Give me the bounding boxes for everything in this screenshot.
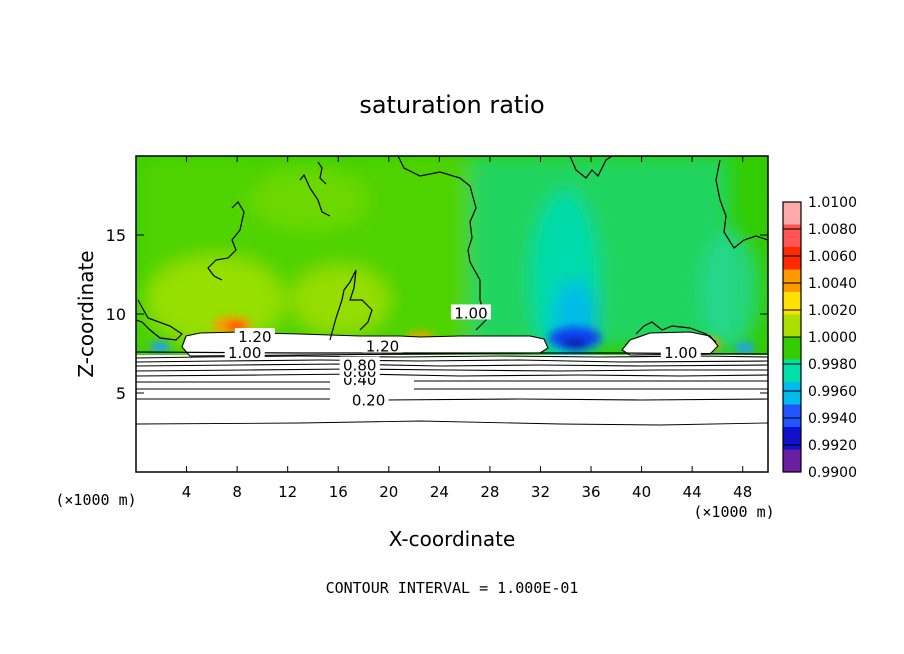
contour-label-bg-8 bbox=[362, 337, 403, 353]
cold-spot-35km-core bbox=[561, 339, 589, 349]
colorbar-label-9: 0.9920 bbox=[808, 438, 857, 454]
contour-label-bg-4 bbox=[224, 343, 265, 359]
y-axis-ticks: 5 10 15 bbox=[106, 226, 768, 403]
x-unit-left: (×1000 m) bbox=[55, 491, 136, 509]
contour-interval-note: CONTOUR INTERVAL = 1.000E-01 bbox=[326, 579, 579, 597]
y-tick-label-2: 15 bbox=[106, 226, 126, 245]
colorbar-segment-11 bbox=[783, 449, 801, 473]
colorbar-segment-1 bbox=[783, 224, 801, 248]
y-axis-label: Z-coordinate bbox=[74, 250, 98, 377]
contour-label-0: 0.20 bbox=[352, 391, 385, 409]
contour-label-bg-3 bbox=[339, 356, 380, 372]
contour-bands bbox=[136, 355, 768, 426]
colorbar-label-4: 1.0020 bbox=[808, 303, 857, 319]
x-tick-label-5: 24 bbox=[430, 483, 449, 501]
colorbar-segment-7 bbox=[783, 359, 801, 383]
x-tick-label-4: 20 bbox=[379, 483, 398, 501]
contour-label-7: 1.20 bbox=[238, 328, 271, 346]
colorbar-label-5: 1.0000 bbox=[808, 330, 857, 346]
x-axis-label: X-coordinate bbox=[389, 527, 516, 551]
cold-spot-right-edge bbox=[735, 342, 755, 354]
contour-label-5: 1.00 bbox=[664, 344, 697, 362]
colorbar-segment-3 bbox=[783, 269, 801, 293]
cool-plume-46 bbox=[700, 230, 760, 350]
x-axis-ticks: 4 8 12 16 20 24 28 32 36 40 44 48 bbox=[182, 156, 752, 501]
x-tick-label-0: 4 bbox=[182, 483, 192, 501]
hot-spot-8km-core bbox=[226, 322, 246, 330]
colorbar-label-7: 0.9960 bbox=[808, 384, 857, 400]
y-tick-label-0: 5 bbox=[116, 384, 126, 403]
x-unit-right: (×1000 m) bbox=[693, 503, 774, 521]
contour-label-bg-5 bbox=[660, 343, 701, 359]
chart-title: saturation ratio bbox=[359, 91, 544, 119]
colorbar-label-8: 0.9940 bbox=[808, 411, 857, 427]
x-tick-label-9: 40 bbox=[632, 483, 651, 501]
colorbar-label-3: 1.0040 bbox=[808, 276, 857, 292]
contour-label-bg-6 bbox=[450, 304, 491, 320]
contour-label-6: 1.00 bbox=[454, 304, 487, 322]
warm-patch-top bbox=[250, 170, 370, 230]
contour-label-8: 1.20 bbox=[366, 338, 399, 356]
x-tick-label-2: 12 bbox=[278, 483, 297, 501]
colorbar-label-2: 1.0060 bbox=[808, 249, 857, 265]
x-tick-label-3: 16 bbox=[329, 483, 348, 501]
x-tick-label-1: 8 bbox=[232, 483, 242, 501]
cold-spot-left-edge bbox=[150, 341, 170, 353]
colorbar-label-1: 1.0080 bbox=[808, 222, 857, 238]
colorbar-segment-8 bbox=[783, 382, 801, 405]
colorbar-label-6: 0.9980 bbox=[808, 357, 857, 373]
warm-patch-mid bbox=[290, 265, 390, 335]
colorbar-segment-9 bbox=[783, 404, 801, 428]
colorbar-label-10: 0.9900 bbox=[808, 465, 857, 481]
field-right-teal bbox=[470, 156, 730, 346]
x-tick-label-11: 48 bbox=[733, 483, 752, 501]
x-tick-label-10: 44 bbox=[683, 483, 702, 501]
contour-label-bg-0 bbox=[348, 391, 389, 407]
contour-label-bg-7 bbox=[234, 328, 275, 344]
colorbar-segment-4 bbox=[783, 292, 801, 315]
contour-label-3: 0.80 bbox=[343, 357, 376, 375]
x-tick-label-8: 36 bbox=[581, 483, 600, 501]
contour-label-4: 1.00 bbox=[228, 344, 261, 362]
below-scale-region bbox=[136, 355, 768, 472]
colorbar-segment-0 bbox=[783, 202, 801, 225]
y-tick-label-1: 10 bbox=[106, 305, 126, 324]
colorbar-label-0: 1.0100 bbox=[808, 195, 857, 211]
heatmap-field: 0.200.400.600.801.00 1.001.001.201.20 bbox=[136, 156, 768, 472]
contour-labels: 0.200.400.600.801.00 1.001.001.201.20 bbox=[224, 304, 701, 409]
colorbar: 1.0100 1.0080 1.0060 1.0040 1.0020 1.0000 0.99… bbox=[782, 195, 857, 481]
colorbar-segment-2 bbox=[783, 247, 801, 270]
colorbar-segment-5 bbox=[783, 314, 801, 338]
colorbar-segment-6 bbox=[783, 337, 801, 360]
colorbar-segment-10 bbox=[783, 427, 801, 450]
x-tick-label-6: 28 bbox=[480, 483, 499, 501]
x-tick-label-7: 32 bbox=[531, 483, 550, 501]
